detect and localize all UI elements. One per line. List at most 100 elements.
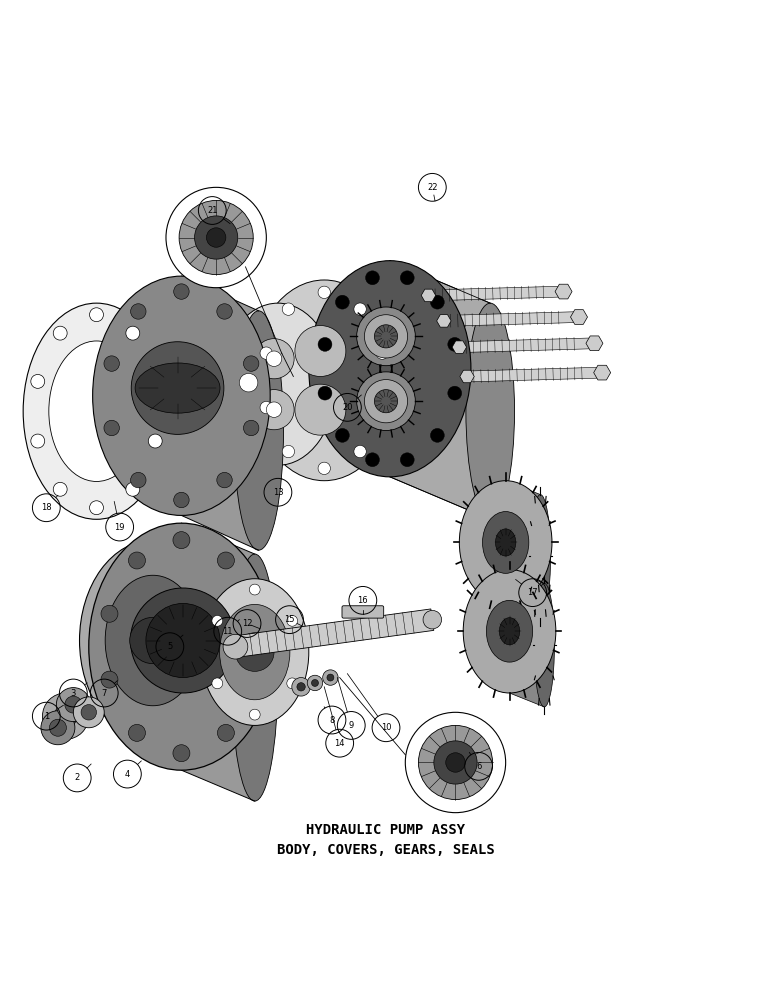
Ellipse shape [466,303,514,519]
Circle shape [374,325,398,348]
Circle shape [217,472,232,488]
Ellipse shape [459,481,552,604]
Text: 22: 22 [427,183,438,192]
Circle shape [318,286,330,299]
Text: 11: 11 [222,627,233,636]
Circle shape [357,307,415,366]
Polygon shape [428,286,564,301]
Text: 2: 2 [75,773,80,782]
Circle shape [295,384,346,435]
Text: 10: 10 [381,723,391,732]
Text: 6: 6 [476,762,481,771]
Circle shape [243,356,259,371]
Circle shape [423,610,442,629]
Ellipse shape [482,512,529,573]
Ellipse shape [309,261,471,477]
Circle shape [354,445,366,458]
Polygon shape [181,276,259,550]
Circle shape [104,420,120,436]
Ellipse shape [234,311,283,550]
Circle shape [174,492,189,508]
Circle shape [357,372,415,431]
Text: 1: 1 [44,712,49,721]
Circle shape [49,719,66,736]
Circle shape [295,326,346,376]
Text: 13: 13 [273,488,283,497]
Circle shape [286,615,297,626]
Circle shape [173,532,190,549]
Polygon shape [444,312,579,326]
Ellipse shape [463,569,556,693]
Circle shape [73,697,104,728]
Text: 8: 8 [330,716,334,725]
Circle shape [174,284,189,299]
Circle shape [266,402,282,417]
Text: 15: 15 [284,615,295,624]
Text: 21: 21 [207,206,218,215]
Circle shape [101,671,118,688]
Circle shape [401,271,415,285]
Ellipse shape [232,554,278,801]
Circle shape [260,347,273,359]
Circle shape [364,380,408,423]
Circle shape [292,678,310,696]
Circle shape [195,216,238,259]
Circle shape [448,337,462,351]
Circle shape [445,753,466,772]
Circle shape [266,351,282,366]
FancyBboxPatch shape [342,606,384,618]
Circle shape [431,295,445,309]
Circle shape [53,482,67,496]
Circle shape [104,356,120,371]
Circle shape [283,445,295,458]
Circle shape [235,633,274,671]
Ellipse shape [534,583,554,707]
Text: HYDRAULIC PUMP ASSY: HYDRAULIC PUMP ASSY [306,823,466,837]
Circle shape [173,745,190,762]
Circle shape [217,304,232,319]
Circle shape [41,711,75,745]
Ellipse shape [49,341,144,481]
Ellipse shape [201,579,309,725]
Circle shape [179,200,253,275]
Circle shape [126,326,140,340]
Text: 5: 5 [168,642,172,651]
Text: 4: 4 [125,770,130,779]
Circle shape [249,584,260,595]
Circle shape [365,271,379,285]
Circle shape [146,603,220,678]
Circle shape [418,725,493,800]
Circle shape [53,326,67,340]
Circle shape [318,337,332,351]
Ellipse shape [105,575,201,706]
Circle shape [130,472,146,488]
Circle shape [206,228,226,247]
Circle shape [42,693,89,739]
Ellipse shape [530,495,550,618]
Circle shape [245,605,262,622]
Circle shape [283,303,295,315]
Text: 3: 3 [71,688,76,698]
Text: 20: 20 [342,403,353,412]
Circle shape [101,605,118,622]
Circle shape [401,453,415,467]
Circle shape [65,696,82,713]
Text: 14: 14 [334,739,345,748]
Circle shape [239,373,258,392]
Polygon shape [510,569,544,707]
Circle shape [130,304,146,319]
Circle shape [128,552,145,569]
Circle shape [31,434,45,448]
Circle shape [260,401,273,414]
Ellipse shape [135,363,220,413]
Circle shape [364,315,408,358]
Ellipse shape [80,540,226,741]
Text: 7: 7 [102,688,107,698]
Circle shape [218,552,235,569]
Text: 18: 18 [41,503,52,512]
Circle shape [323,670,338,685]
Circle shape [448,386,462,400]
Circle shape [354,303,366,315]
Circle shape [307,675,323,691]
Circle shape [130,617,176,664]
